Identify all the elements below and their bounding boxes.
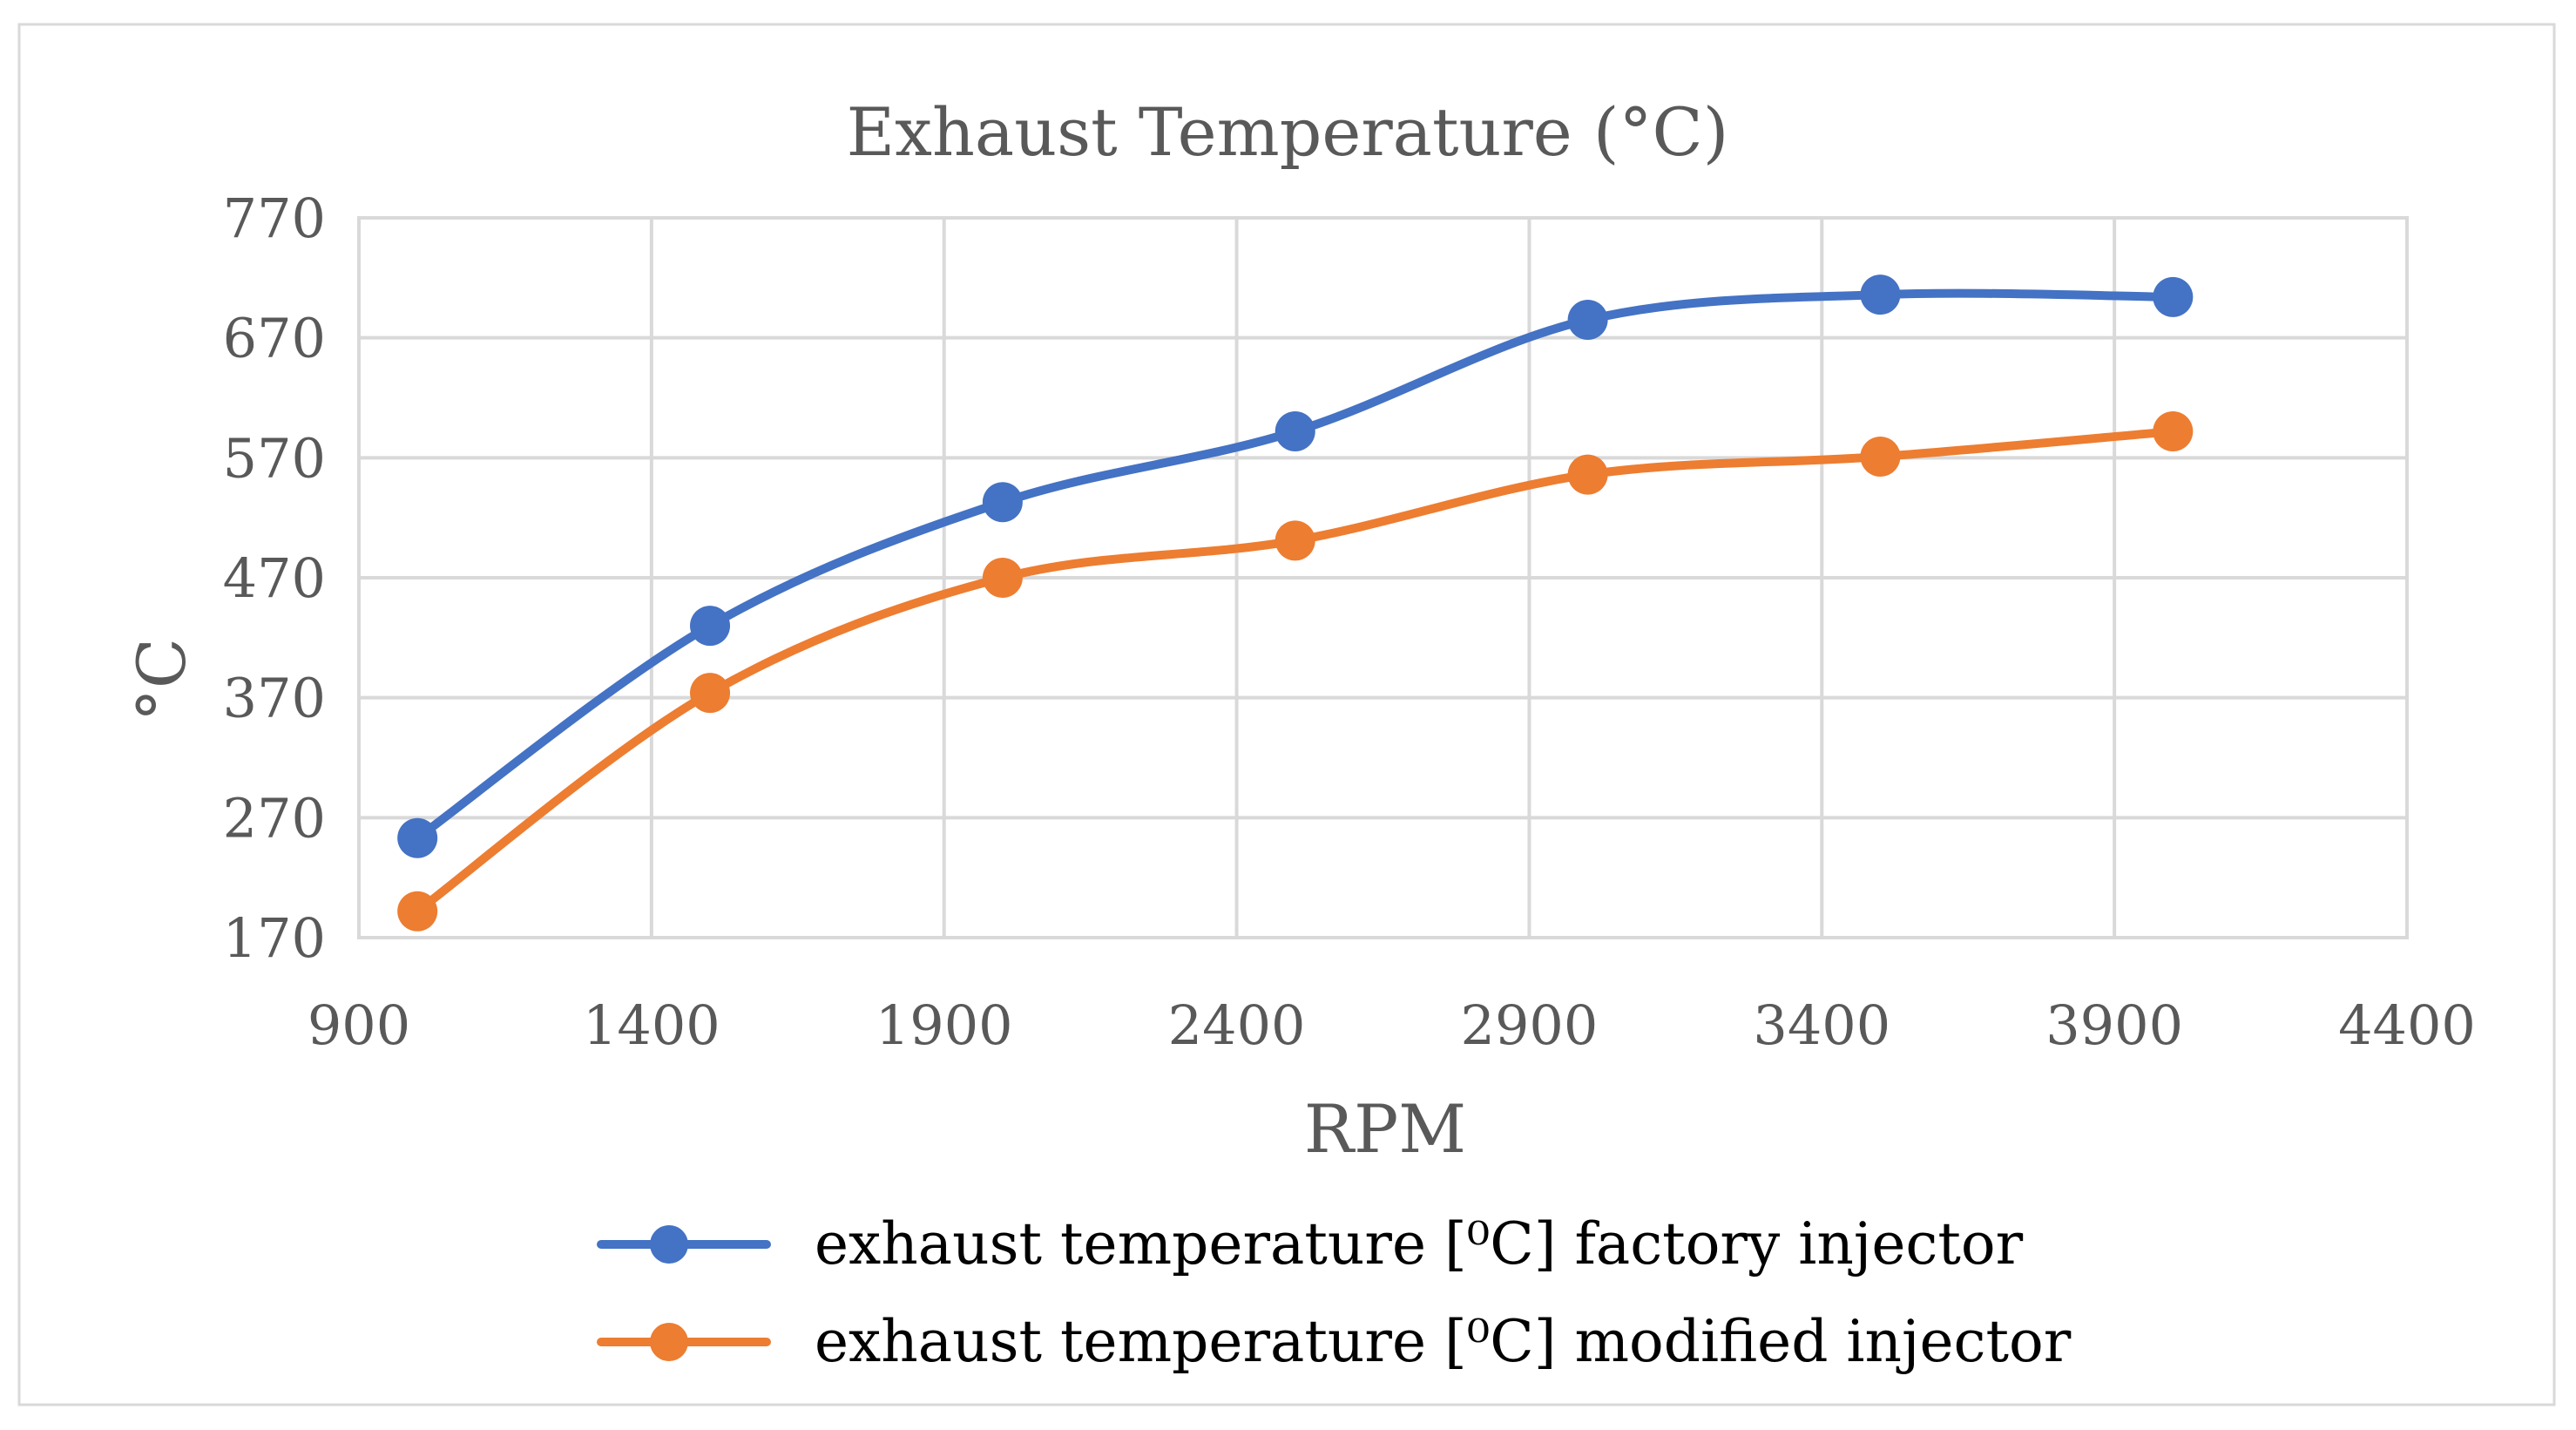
data-point bbox=[397, 891, 438, 932]
plot-area-border bbox=[357, 216, 2409, 939]
x-tick-label: 2400 bbox=[1168, 993, 1306, 1057]
x-axis-title: RPM bbox=[1304, 1090, 1466, 1168]
series-0 bbox=[397, 274, 2194, 858]
y-axis-title: °C bbox=[123, 638, 200, 722]
legend-marker-modified-injector bbox=[650, 1323, 688, 1361]
y-tick-label: 370 bbox=[223, 667, 326, 730]
data-point bbox=[2153, 411, 2194, 452]
x-axis-ticks: 900 1400 1900 2400 2900 3400 3900 4400 bbox=[308, 993, 2476, 1057]
data-point bbox=[1860, 436, 1901, 477]
data-point bbox=[397, 817, 438, 858]
data-point bbox=[1567, 454, 1608, 495]
y-tick-label: 770 bbox=[223, 186, 326, 250]
y-axis-ticks: 770 670 570 470 370 270 170 bbox=[223, 186, 326, 970]
x-tick-label: 900 bbox=[308, 993, 410, 1057]
x-tick-label: 1400 bbox=[583, 993, 720, 1057]
x-tick-label: 2900 bbox=[1461, 993, 1599, 1057]
data-series bbox=[397, 274, 2194, 932]
legend-marker-factory-injector bbox=[650, 1225, 688, 1264]
series-line bbox=[413, 288, 2178, 843]
legend: exhaust temperature [⁰C] factory injecto… bbox=[597, 1210, 2072, 1375]
data-point bbox=[1860, 274, 1901, 315]
y-tick-label: 470 bbox=[223, 546, 326, 610]
x-tick-label: 3400 bbox=[1753, 993, 1890, 1057]
series-line bbox=[413, 427, 2178, 916]
data-point bbox=[2153, 276, 2194, 317]
y-tick-label: 670 bbox=[223, 307, 326, 370]
data-point bbox=[1274, 520, 1315, 561]
series-1 bbox=[397, 411, 2194, 932]
chart-area-border bbox=[17, 23, 2556, 1406]
data-point bbox=[982, 482, 1023, 523]
x-tick-label: 4400 bbox=[2338, 993, 2476, 1057]
data-point bbox=[690, 673, 731, 714]
legend-label-modified-injector: exhaust temperature [⁰C] modified inject… bbox=[815, 1308, 2072, 1375]
y-tick-label: 170 bbox=[223, 906, 326, 970]
data-point bbox=[690, 606, 731, 647]
legend-label-factory-injector: exhaust temperature [⁰C] factory injecto… bbox=[815, 1210, 2024, 1278]
x-tick-label: 1900 bbox=[876, 993, 1013, 1057]
chart-title: Exhaust Temperature (°C) bbox=[847, 93, 1729, 171]
data-point bbox=[1567, 300, 1608, 341]
x-tick-label: 3900 bbox=[2045, 993, 2183, 1057]
gridlines bbox=[357, 216, 2409, 939]
y-tick-label: 570 bbox=[223, 426, 326, 490]
data-point bbox=[1274, 411, 1315, 452]
y-tick-label: 270 bbox=[223, 786, 326, 850]
data-point bbox=[982, 558, 1023, 598]
